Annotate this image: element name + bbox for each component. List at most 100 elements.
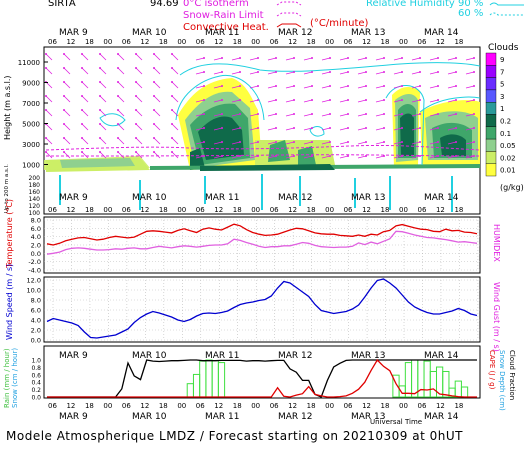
wind-barb <box>99 151 107 159</box>
wind-barb-tip <box>257 141 259 143</box>
wind-barb-tip <box>135 95 137 97</box>
wind-barb-tip <box>473 155 475 157</box>
wind-barb-tip <box>347 99 349 101</box>
wind-barb <box>171 53 179 61</box>
wind-barb-tip <box>135 53 137 55</box>
rain-bar <box>192 373 201 398</box>
wind-barb <box>213 57 223 61</box>
wind-barb-tip <box>401 85 403 87</box>
wind-barb-tip <box>257 155 259 157</box>
wind-barb <box>249 85 259 89</box>
wind-barb <box>447 127 457 131</box>
wind-barb-tip <box>221 71 223 73</box>
wind-barb-tip <box>257 57 259 59</box>
top-axis-hour-tick-label: 06 <box>122 38 131 46</box>
wind-barb-tip <box>455 57 457 59</box>
wind-barb-tip <box>383 71 385 73</box>
wind-barb-tip <box>275 141 277 143</box>
low-level-rh <box>59 174 453 212</box>
low-panel-axis-hour-tick-label: 06 <box>48 206 57 214</box>
low-panel-axis-hour-tick-label: 00 <box>325 206 334 214</box>
wind-barb-tip <box>437 85 439 87</box>
low-panel-axis-hour-tick-label: 00 <box>399 206 408 214</box>
wind-barb-tip <box>311 71 313 73</box>
wind-barb-tip <box>419 57 421 59</box>
wind-barb <box>339 71 349 75</box>
wind-barb-tip <box>257 85 259 87</box>
wind-barb-tip <box>63 137 65 139</box>
wind-barb-tip <box>311 113 313 115</box>
temperature-tick-label: 8.0 <box>31 217 41 225</box>
precip-tick-label: 0.4 <box>31 380 41 387</box>
top-axis-day-label: MAR 13 <box>351 28 386 38</box>
wind-barb-tip <box>401 155 403 157</box>
wind-barb-tip <box>437 141 439 143</box>
wind-barb-tip <box>171 137 173 139</box>
top-axis-hour-tick-label: 06 <box>270 38 279 46</box>
wind-tick-label: 2.0 <box>31 327 41 335</box>
wind-barb <box>375 85 385 89</box>
bottom-day-label: MAR 9 <box>59 412 88 422</box>
wind-barb-tip <box>63 53 65 55</box>
wind-barb-tip <box>473 71 475 73</box>
wind-barb <box>213 85 223 89</box>
wind-barb-tip <box>171 53 173 55</box>
wind-barb <box>285 141 295 145</box>
wind-barb-tip <box>329 71 331 73</box>
forecast-caption: Modele Atmospherique LMDZ / Forecast sta… <box>6 429 463 443</box>
low-panel-axis-hour-tick-label: 12 <box>214 206 223 214</box>
wind-barb-tip <box>239 141 241 143</box>
low-height-tick-label: 180 <box>29 182 41 189</box>
wind-barb-tip <box>419 127 421 129</box>
precip-axis-hour-tick-label: 00 <box>177 402 186 410</box>
colorbar-swatch <box>485 151 497 164</box>
wind-barb-tip <box>383 141 385 143</box>
wind-barb-tip <box>347 113 349 115</box>
wind-barb <box>81 123 89 131</box>
wind-barb-tip <box>63 109 65 111</box>
colorbar-swatch <box>485 163 497 177</box>
top-axis-hour-tick-label: 12 <box>140 38 149 46</box>
wind-barb-tip <box>153 95 155 97</box>
wind-barb-tip <box>45 67 47 69</box>
precip-axis-hour-tick-label: 18 <box>307 402 316 410</box>
wind-barb <box>429 57 439 61</box>
wind-barb <box>411 113 421 117</box>
wind-barb <box>465 127 475 131</box>
wind-barb-tip <box>455 113 457 115</box>
wind-barb <box>285 85 295 89</box>
colorbar-unit: (g/kg) <box>500 183 524 192</box>
wind-barb-tip <box>63 81 65 83</box>
wind-barb <box>195 99 205 103</box>
low-panel-axis-hour-tick-label: 18 <box>454 206 463 214</box>
wind-barb <box>303 127 313 131</box>
precip-axis-hour-tick-label: 06 <box>270 402 279 410</box>
bottom-day-label: MAR 12 <box>278 412 313 422</box>
temperature-panel-frame <box>43 216 481 274</box>
wind-barb <box>411 99 421 103</box>
wind-barb <box>99 137 107 145</box>
wind-barb <box>153 53 161 61</box>
wind-barb-tip <box>329 85 331 87</box>
wind-barb-tip <box>81 53 83 55</box>
wind-barb-tip <box>365 113 367 115</box>
wind-barb <box>213 99 223 103</box>
wind-barb-tip <box>329 113 331 115</box>
wind-barb <box>63 151 71 159</box>
wind-barb <box>465 141 475 145</box>
wind-tick-label: 8.0 <box>31 297 41 305</box>
wind-barb <box>171 81 179 89</box>
top-axis-hour-tick-label: 06 <box>196 38 205 46</box>
wind-barb <box>411 141 421 145</box>
cloud-field <box>44 62 481 172</box>
top-axis-hour-tick-label: 06 <box>48 38 57 46</box>
wind-barb-tip <box>419 141 421 143</box>
wind-barb-tip <box>153 109 155 111</box>
wind-barb <box>447 141 457 145</box>
cloud-fraction-ylabel: Cloud Fraction <box>508 350 516 400</box>
wind-barb <box>429 99 439 103</box>
rh-legend-lines <box>489 2 524 16</box>
low-panel-axis-hour-tick-label: 06 <box>122 206 131 214</box>
colorbar-swatch <box>485 77 497 91</box>
wind-barb <box>231 85 241 89</box>
